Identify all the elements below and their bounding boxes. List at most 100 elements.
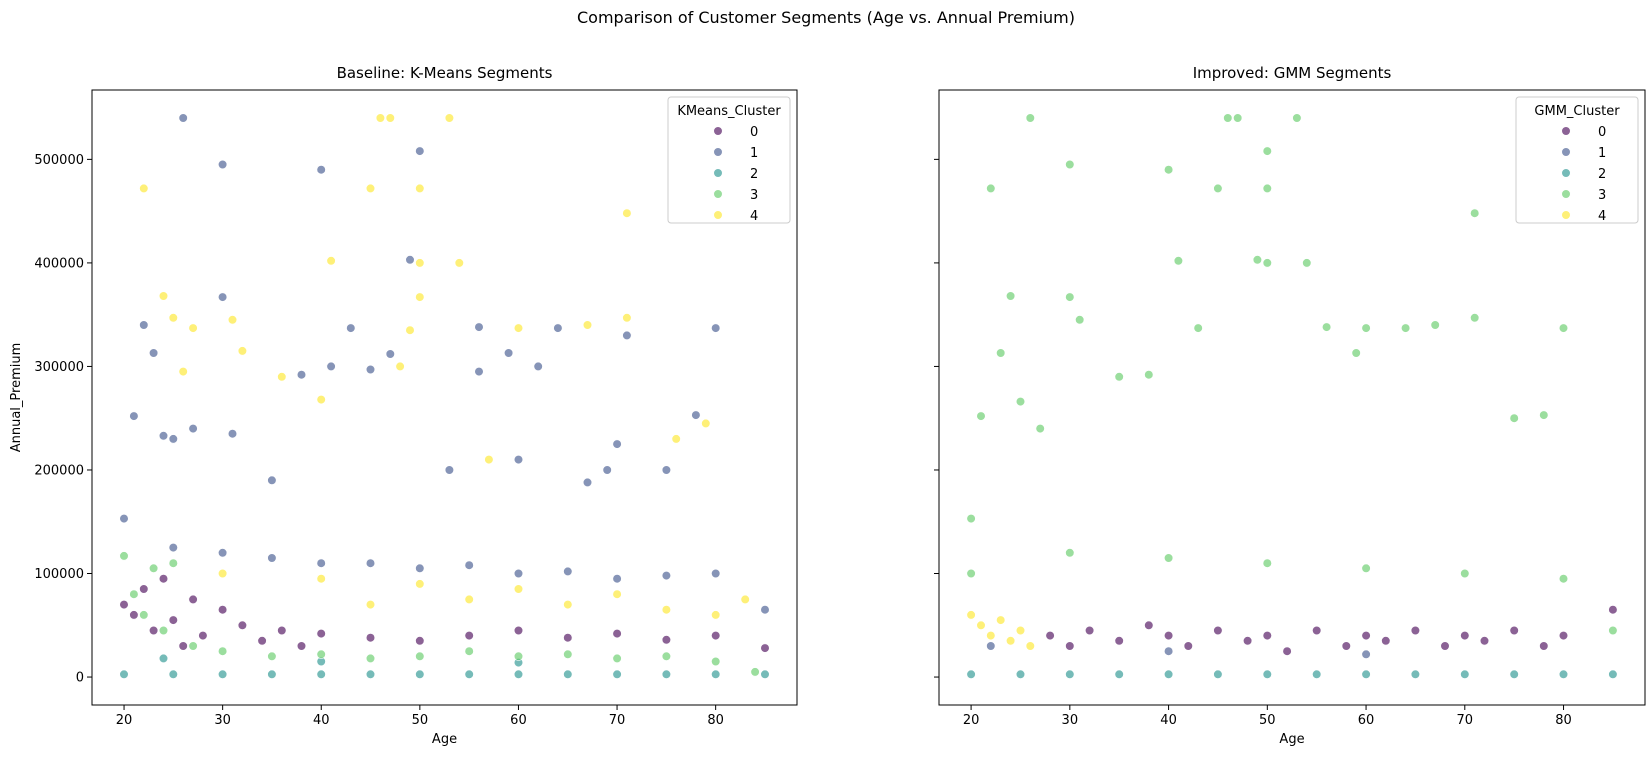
scatter-point-cluster-4 — [622, 208, 632, 218]
scatter-point-cluster-2 — [612, 669, 622, 679]
scatter-point-cluster-3 — [563, 649, 573, 659]
scatter-point-cluster-3 — [661, 651, 672, 661]
scatter-point-cluster-0 — [237, 620, 247, 630]
scatter-point-cluster-4 — [966, 610, 976, 620]
scatter-point-cluster-4 — [395, 361, 405, 372]
scatter-point-cluster-0 — [1144, 620, 1154, 630]
scatter-point-cluster-0 — [1183, 641, 1193, 651]
legend-entry-0: 0 — [1598, 125, 1606, 140]
scatter-point-cluster-1 — [346, 323, 356, 333]
scatter-point-cluster-1 — [267, 475, 277, 485]
scatter-point-cluster-3 — [1539, 410, 1549, 420]
scatter-point-cluster-2 — [316, 669, 326, 679]
legend-box — [667, 96, 791, 224]
scatter-point-cluster-4 — [513, 584, 524, 594]
scatter-point-cluster-2 — [711, 669, 721, 679]
scatter-point-cluster-0 — [464, 630, 474, 641]
scatter-point-cluster-0 — [218, 605, 228, 615]
scatter-point-cluster-1 — [129, 411, 139, 421]
legend-entry-4: 4 — [750, 209, 758, 224]
scatter-point-cluster-3 — [1065, 292, 1075, 302]
legend-marker-1 — [713, 147, 723, 157]
scatter-point-cluster-0 — [119, 599, 129, 610]
scatter-point-cluster-2 — [365, 669, 376, 679]
scatter-point-cluster-3 — [750, 667, 760, 677]
scatter-point-cluster-0 — [1213, 625, 1223, 636]
scatter-point-cluster-4 — [740, 594, 750, 605]
scatter-point-cluster-0 — [188, 594, 198, 605]
scatter-point-cluster-0 — [168, 615, 178, 625]
scatter-point-cluster-1 — [415, 146, 425, 156]
scatter-point-cluster-1 — [178, 113, 188, 123]
scatter-point-cluster-0 — [1381, 636, 1391, 646]
x-tick-label: 40 — [313, 713, 330, 728]
y-tick-label: 500000 — [34, 153, 84, 168]
scatter-point-cluster-1 — [582, 477, 593, 488]
scatter-point-cluster-3 — [966, 568, 976, 579]
scatter-point-cluster-1 — [365, 364, 376, 375]
scatter-point-cluster-1 — [474, 367, 484, 377]
scatter-point-cluster-1 — [504, 348, 514, 358]
scatter-point-cluster-4 — [415, 258, 425, 268]
scatter-point-cluster-0 — [1282, 646, 1292, 656]
scatter-point-cluster-4 — [237, 346, 247, 356]
scatter-point-cluster-0 — [198, 630, 208, 641]
scatter-point-cluster-0 — [296, 641, 307, 651]
legend-marker-3 — [1561, 189, 1571, 199]
x-tick-label: 30 — [214, 713, 231, 728]
scatter-point-cluster-0 — [365, 633, 376, 643]
scatter-point-cluster-4 — [976, 620, 986, 630]
scatter-point-cluster-3 — [513, 651, 524, 661]
scatter-point-cluster-1 — [464, 560, 474, 570]
scatter-point-cluster-0 — [711, 630, 721, 641]
scatter-point-cluster-3 — [1025, 113, 1035, 123]
scatter-point-cluster-1 — [326, 361, 336, 372]
scatter-point-cluster-2 — [1213, 669, 1223, 679]
scatter-point-cluster-4 — [1015, 625, 1026, 636]
scatter-point-cluster-4 — [701, 418, 711, 429]
scatter-point-cluster-3 — [612, 653, 622, 664]
scatter-point-cluster-4 — [464, 594, 474, 605]
x-tick-label: 50 — [1259, 713, 1276, 728]
legend-marker-0 — [713, 126, 723, 136]
scatter-point-cluster-2 — [1262, 669, 1272, 679]
scatter-point-cluster-3 — [1302, 258, 1312, 268]
scatter-point-cluster-4 — [484, 455, 494, 465]
figure-suptitle: Comparison of Customer Segments (Age vs.… — [577, 8, 1075, 27]
scatter-point-cluster-2 — [1114, 669, 1124, 679]
scatter-point-cluster-1 — [365, 558, 376, 568]
scatter-point-cluster-3 — [1193, 323, 1203, 333]
scatter-point-cluster-1 — [227, 429, 238, 439]
scatter-point-cluster-4 — [365, 183, 376, 193]
scatter-point-cluster-1 — [612, 439, 622, 449]
scatter-point-cluster-0 — [612, 628, 622, 639]
scatter-point-cluster-0 — [1558, 630, 1569, 641]
scatter-point-cluster-3 — [1262, 558, 1272, 568]
scatter-point-cluster-3 — [1430, 320, 1440, 330]
scatter-point-cluster-3 — [1608, 625, 1618, 636]
scatter-point-cluster-0 — [149, 625, 159, 636]
scatter-point-cluster-1 — [1163, 646, 1174, 656]
scatter-point-cluster-4 — [178, 367, 188, 377]
scatter-point-cluster-3 — [1035, 424, 1045, 434]
scatter-point-cluster-2 — [1361, 669, 1371, 679]
legend-entry-3: 3 — [1598, 188, 1606, 203]
scatter-point-cluster-2 — [1558, 669, 1569, 679]
x-tick-label: 30 — [1062, 713, 1079, 728]
scatter-point-cluster-1 — [563, 566, 573, 577]
x-tick-label: 80 — [1555, 713, 1572, 728]
x-tick-label: 20 — [963, 713, 980, 728]
scatter-point-cluster-0 — [316, 628, 326, 639]
scatter-point-cluster-1 — [316, 165, 326, 175]
scatter-point-cluster-4 — [415, 579, 425, 589]
scatter-point-cluster-2 — [1460, 669, 1470, 679]
scatter-point-cluster-4 — [277, 372, 287, 382]
scatter-point-cluster-3 — [1075, 315, 1085, 325]
scatter-point-cluster-0 — [1440, 641, 1450, 651]
legend-entry-3: 3 — [750, 188, 758, 203]
scatter-point-cluster-4 — [326, 256, 336, 266]
scatter-point-cluster-3 — [188, 641, 198, 651]
y-tick-label: 100000 — [34, 567, 84, 582]
legend-marker-0 — [1561, 126, 1571, 136]
